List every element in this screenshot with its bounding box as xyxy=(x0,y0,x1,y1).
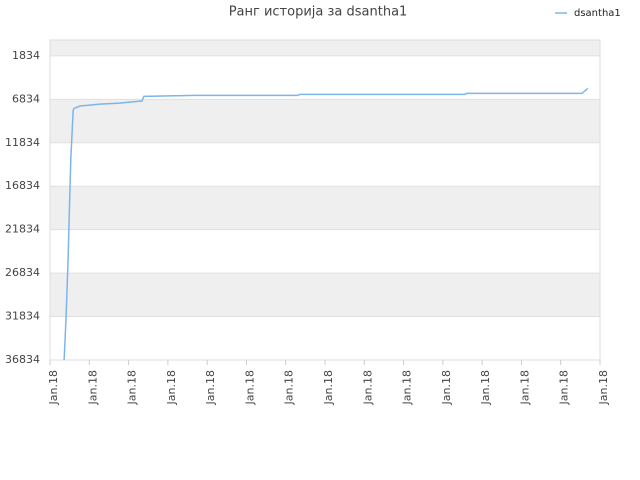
x-tick-label: Jan.18 xyxy=(440,370,453,405)
x-tick-label: Jan.18 xyxy=(126,370,139,405)
y-tick-label: 6834 xyxy=(12,92,40,105)
y-tick-label: 26834 xyxy=(5,266,40,279)
x-tick-label: Jan.18 xyxy=(361,370,374,405)
y-tick-label: 31834 xyxy=(5,310,40,323)
x-tick-label: Jan.18 xyxy=(283,370,296,405)
x-tick-label: Jan.18 xyxy=(401,370,414,405)
plot-band xyxy=(50,229,600,274)
legend-label: dsantha1 xyxy=(574,8,621,19)
plot-band xyxy=(50,40,600,56)
x-tick-label: Jan.18 xyxy=(322,370,335,405)
plot-band xyxy=(50,316,600,360)
plot-band xyxy=(50,55,600,100)
plot-band xyxy=(50,142,600,187)
y-tick-label: 11834 xyxy=(5,136,40,149)
plot-band xyxy=(50,273,600,317)
chart-title: Ранг историја за dsantha1 xyxy=(229,5,408,20)
series-line xyxy=(63,87,589,361)
x-tick-label: Jan.18 xyxy=(47,370,60,405)
y-tick-label: 21834 xyxy=(5,223,40,236)
x-tick-label: Jan.18 xyxy=(243,370,256,405)
x-tick-label: Jan.18 xyxy=(597,370,610,405)
plot-band xyxy=(50,186,600,230)
x-tick-label: Jan.18 xyxy=(165,370,178,405)
x-tick-label: Jan.18 xyxy=(479,370,492,405)
y-tick-label: 16834 xyxy=(5,179,40,192)
x-tick-label: Jan.18 xyxy=(518,370,531,405)
x-tick-label: Jan.18 xyxy=(86,370,99,405)
plot-band xyxy=(50,99,600,143)
x-tick-label: Jan.18 xyxy=(204,370,217,405)
y-tick-label: 1834 xyxy=(12,49,40,62)
x-tick-label: Jan.18 xyxy=(558,370,571,405)
y-tick-label: 36834 xyxy=(5,353,40,366)
